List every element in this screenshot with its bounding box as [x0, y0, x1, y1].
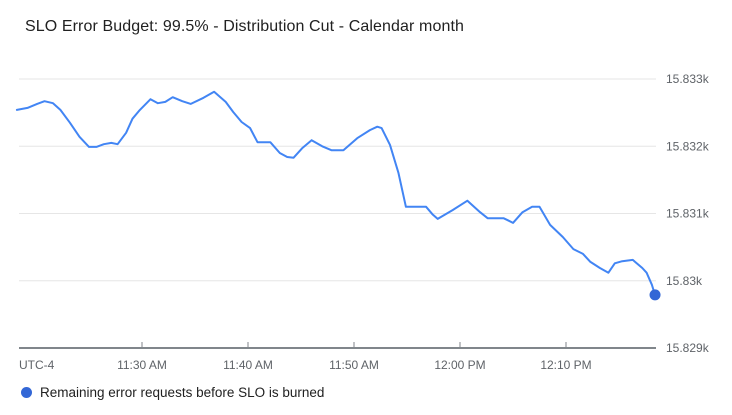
slo-error-budget-chart[interactable]: 15.833k 15.832k 15.831k 15.83k 15.829k 11:30 …	[0, 0, 732, 380]
x-tick-label: 12:00 PM	[434, 358, 485, 372]
legend-series-dot-icon	[21, 387, 32, 398]
y-tick-label: 15.833k	[666, 72, 710, 86]
x-tick-label: 11:50 AM	[329, 358, 379, 372]
x-tick-label: 11:30 AM	[117, 358, 167, 372]
chart-title: SLO Error Budget: 99.5% - Distribution C…	[25, 18, 464, 35]
legend-series-label: Remaining error requests before SLO is b…	[40, 385, 325, 400]
latest-value-dot	[649, 289, 661, 301]
y-tick-label: 15.832k	[666, 139, 710, 153]
y-tick-label: 15.831k	[666, 207, 710, 221]
y-tick-label: 15.83k	[666, 274, 703, 288]
series-line-remaining-error-budget	[15, 90, 656, 296]
y-tick-label: 15.829k	[666, 341, 710, 355]
chart-legend: Remaining error requests before SLO is b…	[21, 385, 324, 400]
x-tick-label: 12:10 PM	[540, 358, 591, 372]
timezone-label: UTC-4	[19, 358, 55, 372]
x-tick-label: 11:40 AM	[223, 358, 273, 372]
